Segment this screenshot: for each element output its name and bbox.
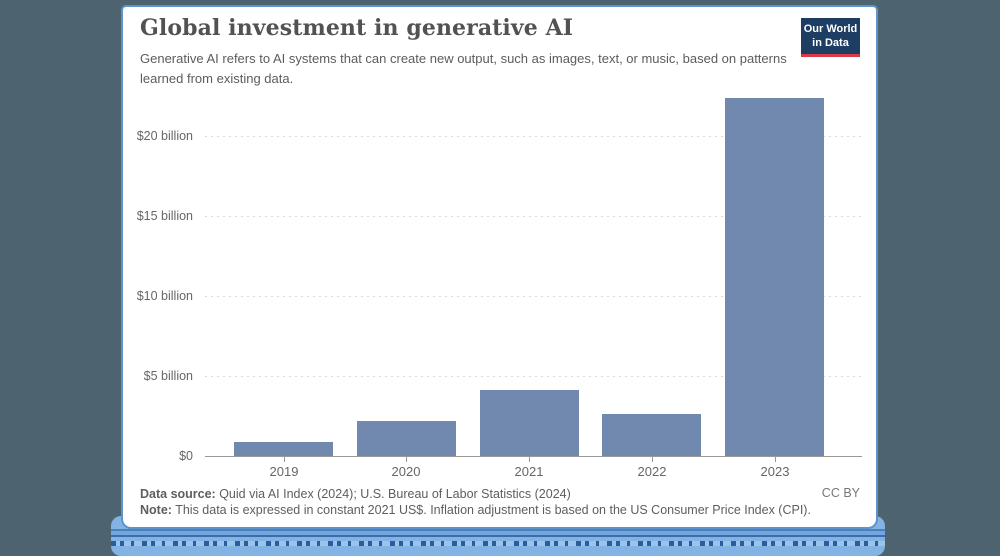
x-axis-label: 2021: [514, 464, 544, 479]
data-source-label: Data source:: [140, 487, 216, 501]
stacked-card-stripe: [111, 531, 885, 535]
note-text: This data is expressed in constant 2021 …: [171, 503, 811, 517]
y-axis-label: $15 billion: [136, 209, 193, 223]
stacked-card-minitext: [111, 541, 885, 546]
chart-subtitle: Generative AI refers to AI systems that …: [140, 51, 787, 86]
bar-2022[interactable]: [602, 414, 701, 456]
chart-title: Global investment in generative AI: [140, 15, 574, 41]
owid-logo-line1: Our World: [803, 23, 858, 35]
owid-logo[interactable]: Our World in Data: [801, 18, 860, 57]
stacked-card-stripe: [111, 535, 885, 537]
x-axis-label: 2023: [760, 464, 790, 479]
note-label: Note:: [140, 503, 172, 517]
bar-2023[interactable]: [725, 97, 824, 456]
y-axis-label: $0: [179, 449, 193, 463]
x-axis-tick: [284, 457, 285, 462]
license-link[interactable]: CC BY: [821, 486, 860, 500]
gridline-10: [205, 296, 862, 297]
x-axis-tick: [652, 457, 653, 462]
y-axis-label: $20 billion: [136, 129, 193, 143]
x-axis-tick: [529, 457, 530, 462]
note-line: Note: This data is expressed in constant…: [140, 502, 840, 518]
x-axis-label: 2022: [637, 464, 667, 479]
chart-footer: Data source: Quid via AI Index (2024); U…: [140, 486, 840, 518]
gridline-5: [205, 376, 862, 377]
y-axis-label: $5 billion: [143, 369, 193, 383]
owid-logo-line2: in Data: [812, 37, 849, 50]
data-source-line: Data source: Quid via AI Index (2024); U…: [140, 486, 840, 502]
x-axis-label: 2020: [391, 464, 421, 479]
bar-2020[interactable]: [357, 420, 456, 456]
data-source-text: Quid via AI Index (2024); U.S. Bureau of…: [215, 487, 571, 501]
stacked-card-stripe: [111, 529, 885, 531]
bar-2021[interactable]: [480, 390, 579, 456]
x-axis-label: 2019: [269, 464, 299, 479]
bar-2019[interactable]: [234, 441, 333, 456]
bar-chart: $0 $5 billion $10 billion $15 billion $20 bi…: [123, 7, 876, 527]
x-axis-line: [205, 456, 862, 457]
x-axis-tick: [406, 457, 407, 462]
x-axis-tick: [775, 457, 776, 462]
y-axis-label: $10 billion: [136, 289, 193, 303]
chart-card: Global investment in generative AI Gener…: [121, 5, 878, 529]
gridline-15: [205, 216, 862, 217]
stacked-card-stripe: [111, 537, 885, 541]
gridline-20: [205, 136, 862, 137]
